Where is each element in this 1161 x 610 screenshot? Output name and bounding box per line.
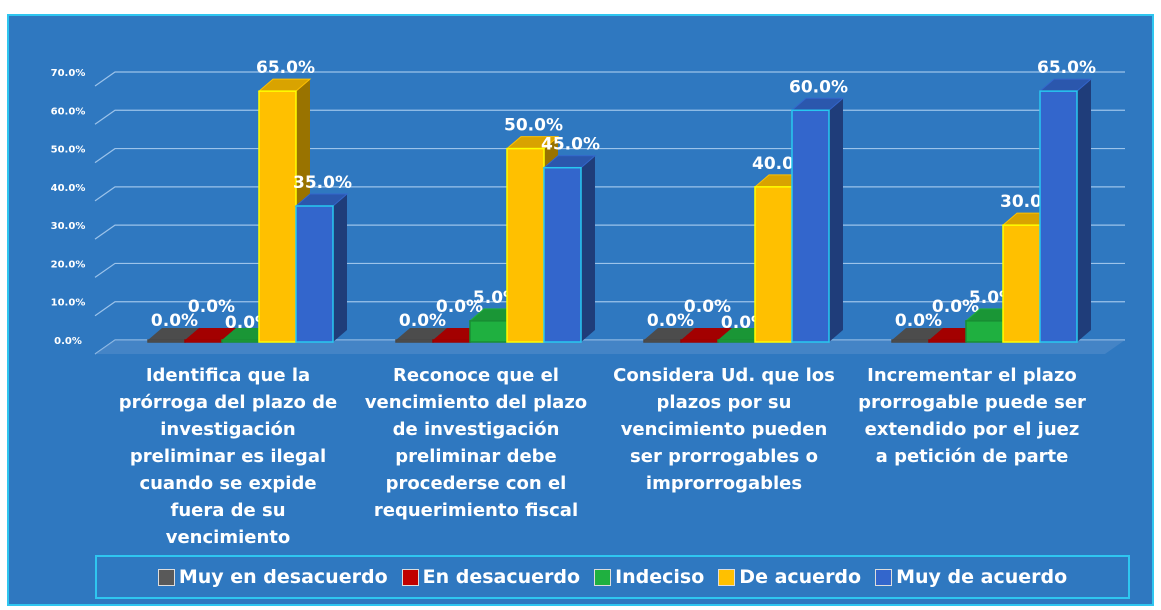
data-label: 35.0%	[293, 173, 352, 193]
x-tick-label: Considera Ud. que los plazos por su venc…	[613, 365, 835, 494]
bar	[717, 339, 756, 343]
bar	[791, 109, 830, 343]
grid-line	[94, 109, 1125, 125]
y-tick-label: 50.0%	[51, 145, 86, 156]
y-tick-label: 10.0%	[51, 298, 86, 309]
data-label: 0.0%	[932, 297, 979, 317]
bar	[965, 320, 1004, 343]
bar	[680, 339, 719, 343]
legend-label: Muy en desacuerdo	[178, 566, 388, 588]
data-label: 0.0%	[647, 311, 694, 331]
legend: Muy en desacuerdo En desacuerdo Indeciso De…	[95, 555, 1130, 599]
bar	[258, 90, 297, 343]
bar	[754, 186, 793, 343]
y-tick-label: 70.0%	[51, 68, 86, 79]
data-label: 50.0%	[504, 116, 563, 136]
legend-label: En desacuerdo	[422, 566, 581, 588]
legend-swatch	[875, 568, 893, 586]
bar	[147, 339, 186, 343]
data-label: 0.0%	[188, 297, 235, 317]
bar-top	[681, 328, 732, 340]
data-label: 65.0%	[1037, 58, 1096, 78]
data-label: 60.0%	[789, 77, 848, 97]
legend-label: De acuerdo	[739, 566, 862, 588]
bar-side	[829, 98, 843, 343]
bar	[432, 339, 471, 343]
bar-top	[892, 328, 943, 340]
legend-swatch	[718, 568, 736, 586]
bar-side	[1077, 79, 1091, 343]
bar	[643, 339, 682, 343]
grid-line	[94, 71, 1125, 87]
data-label: 0.0%	[684, 297, 731, 317]
bar-top	[644, 328, 695, 340]
floor	[95, 340, 1125, 354]
legend-item: De acuerdo	[718, 566, 861, 588]
y-tick-label: 60.0%	[51, 106, 86, 117]
x-tick-label: Incrementar el plazo prorrogable puede s…	[858, 365, 1086, 467]
legend-swatch	[594, 568, 612, 586]
bar	[1002, 224, 1041, 343]
data-label: 65.0%	[256, 58, 315, 78]
bar-top	[396, 328, 447, 340]
bar-side	[333, 194, 347, 342]
legend-item: Muy en desacuerdo	[157, 566, 388, 588]
data-label: 0.0%	[895, 311, 942, 331]
bar	[295, 205, 334, 343]
bar	[221, 339, 260, 343]
bar	[1039, 90, 1078, 343]
bar-top	[185, 328, 236, 340]
x-tick-label: Identifica que la prórroga del plazo de …	[118, 365, 338, 548]
bar	[469, 320, 508, 343]
data-label: 45.0%	[541, 135, 600, 155]
bar	[891, 339, 930, 343]
bar	[543, 166, 582, 343]
bar	[184, 339, 223, 343]
data-label: 0.0%	[151, 311, 198, 331]
legend-swatch	[401, 568, 419, 586]
legend-item: Muy de acuerdo	[875, 566, 1067, 588]
y-tick-label: 40.0%	[51, 183, 86, 194]
y-tick-label: 30.0%	[51, 221, 86, 232]
x-tick-label: Reconoce que el vencimiento del plazo de…	[364, 365, 588, 521]
grid-line	[94, 147, 1125, 164]
legend-item: En desacuerdo	[401, 566, 581, 588]
data-label: 0.0%	[399, 311, 446, 331]
bar-top	[148, 328, 199, 340]
legend-label: Muy de acuerdo	[896, 566, 1068, 588]
bar	[928, 339, 967, 343]
data-label: 0.0%	[436, 297, 483, 317]
legend-swatch	[157, 568, 175, 586]
legend-item: Indeciso	[594, 566, 704, 588]
bar	[506, 147, 545, 343]
y-tick-label: 20.0%	[51, 259, 86, 270]
legend-label: Indeciso	[615, 566, 705, 588]
y-tick-label: 0.0%	[54, 336, 82, 347]
bar-side	[581, 155, 595, 342]
bar	[395, 339, 434, 343]
